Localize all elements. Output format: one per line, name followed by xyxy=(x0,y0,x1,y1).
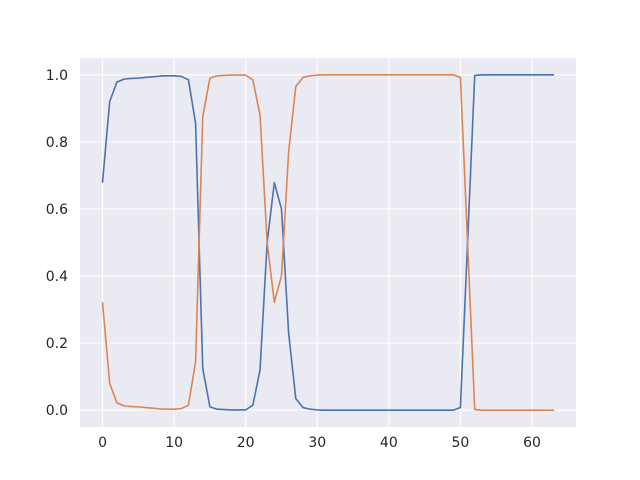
y-tick-label: 1.0 xyxy=(46,68,68,84)
series-1-line xyxy=(101,73,555,412)
plot-area xyxy=(80,58,576,427)
x-tick-label: 10 xyxy=(165,435,183,451)
x-tick-label: 40 xyxy=(380,435,398,451)
x-tick-label: 0 xyxy=(98,435,107,451)
x-tick-label: 50 xyxy=(451,435,469,451)
y-tick-label: 0.4 xyxy=(46,269,68,285)
x-tick-label: 60 xyxy=(523,435,541,451)
y-tick-label: 0.0 xyxy=(46,403,68,419)
y-axis-ticks: 0.0 0.2 0.4 0.6 0.8 1.0 xyxy=(46,68,68,419)
series-2-line xyxy=(101,73,555,412)
y-tick-label: 0.6 xyxy=(46,202,68,218)
series-group xyxy=(101,73,555,412)
y-tick-label: 0.2 xyxy=(46,336,68,352)
x-tick-label: 30 xyxy=(308,435,326,451)
y-tick-label: 0.8 xyxy=(46,135,68,151)
x-tick-label: 20 xyxy=(237,435,255,451)
x-axis-ticks: 0 10 20 30 40 50 60 xyxy=(98,435,541,451)
